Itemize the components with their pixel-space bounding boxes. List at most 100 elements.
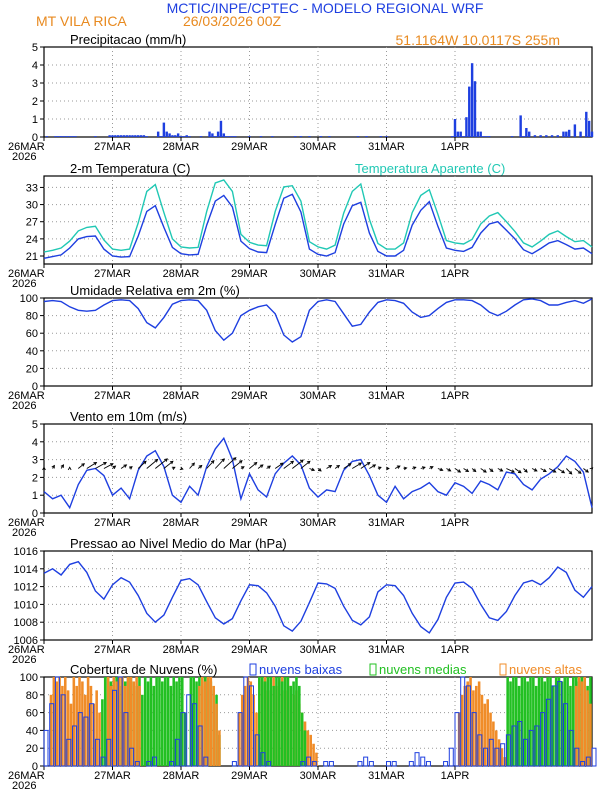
- y-tick-label: 100: [20, 672, 38, 684]
- cloud-bar-alta: [106, 677, 110, 766]
- header-coords: 51.1164W 10.0117S 255m: [396, 32, 561, 48]
- cloud-bar-media: [163, 677, 167, 766]
- cloud-bar-baixa: [545, 698, 551, 767]
- x-tick-label: 31MAR: [368, 517, 405, 529]
- wind-vector: [137, 460, 147, 469]
- precip-bar: [171, 135, 174, 137]
- cloud-bar-media: [300, 712, 304, 766]
- cloud-bar-baixa: [43, 729, 49, 767]
- precip-bar: [71, 136, 74, 137]
- precip-bar: [473, 81, 477, 137]
- wind-vector: [103, 463, 114, 469]
- cloud-bar-baixa: [89, 703, 95, 767]
- legend-swatch: [369, 663, 377, 676]
- wind-vector: [189, 462, 195, 469]
- wind-vector-head: [300, 459, 304, 464]
- cloud-bar-media: [283, 677, 287, 766]
- cloud-bar-media: [101, 699, 104, 766]
- x-tick-label: 30MAR: [300, 141, 337, 153]
- wind-vector-head: [191, 462, 195, 467]
- precip-bar: [114, 135, 117, 137]
- series-line-cyan: [43, 179, 593, 253]
- y-tick-label: 0: [32, 381, 38, 393]
- precip-bar: [208, 131, 211, 137]
- y-tick-label: 21: [26, 251, 38, 263]
- cloud-bar-media: [546, 677, 549, 766]
- cloud-bar-alta: [577, 677, 581, 766]
- wind-vector-head: [112, 465, 117, 470]
- precip-bar: [222, 133, 226, 137]
- precip-bar: [510, 136, 514, 137]
- precip-bar: [550, 135, 554, 137]
- wind-vector: [557, 468, 565, 474]
- wind-vector-head: [42, 466, 46, 471]
- cloud-bar-baixa: [517, 721, 523, 767]
- cloud-bar-baixa: [83, 716, 89, 767]
- y-tick-label: 2: [32, 472, 38, 484]
- x-tick-label: 27MAR: [94, 517, 131, 529]
- precip-bar: [519, 115, 522, 137]
- series-line-blue: [43, 560, 593, 634]
- wind-vector: [283, 460, 294, 469]
- cloud-bar-alta: [69, 703, 73, 766]
- precip-bar: [62, 136, 66, 137]
- precip-bar: [579, 131, 582, 137]
- legend-label: nuvens medias: [379, 662, 467, 677]
- wind-vector-head: [103, 462, 107, 466]
- y-tick-label: 80: [26, 311, 38, 323]
- x-tick-label: 29MAR: [231, 770, 268, 782]
- precip-bar: [562, 131, 565, 137]
- cloud-bar-alta: [466, 681, 469, 766]
- precip-bar: [176, 133, 180, 137]
- cloud-bar-baixa: [311, 761, 317, 767]
- y-tick-label: 1014: [14, 564, 38, 576]
- cloud-bar-alta: [135, 677, 138, 766]
- cloud-bar-baixa: [94, 738, 100, 767]
- x-tick-label: 30MAR: [300, 268, 337, 280]
- cloud-bar-media: [552, 685, 555, 766]
- cloud-bar-media: [512, 677, 515, 766]
- precip-bar: [125, 135, 128, 137]
- cloud-bar-media: [292, 681, 295, 766]
- panel-precip: 0 1 2 3 4 5 26MAR 27MAR 28MAR 29MAR 30MAR 31MAR 1APR…: [8, 32, 594, 163]
- header: MCTIC/INPE/CPTEC - MODELO REGIONAL WRF M…: [36, 0, 560, 48]
- wind-vector-head: [328, 465, 333, 469]
- y-tick-label: 40: [26, 346, 38, 358]
- wind-vector-head: [366, 461, 371, 466]
- x-year-label: 2026: [12, 151, 36, 163]
- cloud-bar-media: [181, 677, 184, 766]
- precip-bar: [462, 136, 465, 137]
- cloud-bar-alta: [129, 677, 133, 766]
- precip-bar: [159, 136, 163, 137]
- cloud-bar-media: [263, 681, 267, 766]
- x-tick-label: 31MAR: [368, 268, 405, 280]
- y-tick-label: 20: [26, 743, 38, 755]
- wind-vector-head: [142, 460, 147, 465]
- cloud-bar-media: [506, 677, 509, 766]
- x-tick-label: 29MAR: [231, 517, 268, 529]
- x-tick-label: 31MAR: [368, 390, 405, 402]
- wind-vector-head: [240, 466, 245, 470]
- panel-clouds: 0 20 40 60 80 100 26MAR 27MAR 28MAR 29MAR 30MAR 31M…: [8, 662, 597, 792]
- precip-bar: [185, 135, 188, 137]
- y-tick-label: 1010: [14, 599, 38, 611]
- cloud-bar-alta: [89, 685, 93, 766]
- cloud-bar-media: [158, 677, 161, 766]
- y-tick-label: 2: [32, 96, 38, 108]
- cloud-bar-baixa: [106, 738, 112, 767]
- precip-bar: [590, 131, 594, 137]
- y-tick-label: 20: [26, 363, 38, 375]
- cloud-bar-baixa: [414, 752, 420, 767]
- cloud-bar-alta: [78, 677, 81, 766]
- wind-vector-head: [396, 465, 401, 469]
- wind-vector: [163, 460, 174, 469]
- precip-bar: [219, 120, 223, 137]
- wind-vector-head: [386, 466, 390, 471]
- wind-vector: [120, 464, 127, 469]
- wind-vector-head: [259, 464, 264, 468]
- y-tick-label: 3: [32, 455, 38, 467]
- x-tick-label: 26MAR: [8, 141, 45, 153]
- cloud-bar-baixa: [100, 756, 106, 767]
- cloud-bar-alta: [309, 734, 313, 766]
- x-tick-label: 1APR: [441, 644, 470, 656]
